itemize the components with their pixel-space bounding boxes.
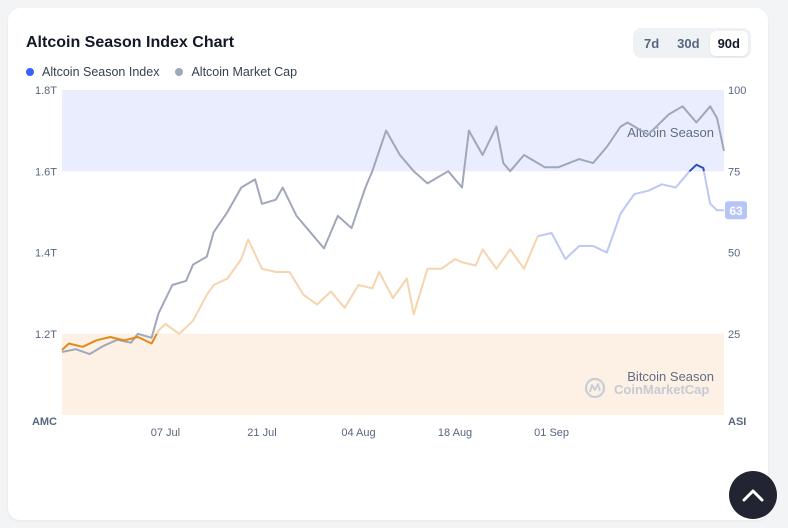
tab-7d[interactable]: 7d	[644, 35, 660, 51]
watermark-text: CoinMarketCap	[614, 382, 709, 397]
left-axis-tick: 1.4T	[35, 248, 57, 260]
series-altcoin-market-cap	[61, 105, 725, 356]
legend-label-market-cap: Altcoin Market Cap	[191, 65, 298, 79]
legend-dot-index	[26, 68, 34, 76]
x-axis-tick: 07 Jul	[151, 427, 180, 439]
right-axis-label: ASI	[728, 416, 746, 428]
right-axis-tick: 75	[728, 166, 740, 178]
zone-label-altcoin-season: Altcoin Season	[627, 125, 714, 140]
x-axis-tick: 04 Aug	[341, 427, 375, 439]
season-index-line-segment	[688, 163, 705, 173]
current-value-badge-bg	[725, 201, 747, 220]
left-axis-tick: 1.6T	[35, 166, 57, 178]
right-axis-tick: 25	[728, 329, 740, 341]
coinmarketcap-logo-icon	[584, 377, 606, 399]
legend-item-altcoin-market-cap[interactable]: Altcoin Market Cap	[175, 65, 297, 79]
season-index-line-segment	[155, 235, 539, 335]
left-axis-tick: 1.8T	[35, 85, 57, 97]
scroll-to-top-button[interactable]	[729, 471, 777, 519]
left-axis-tick: 1.2T	[35, 329, 57, 341]
series-altcoin-season-index	[61, 163, 724, 351]
right-axis-tick: 50	[728, 248, 740, 260]
tab-90d[interactable]: 90d	[709, 30, 748, 56]
legend-item-altcoin-season-index[interactable]: Altcoin Season Index	[26, 65, 159, 79]
legend-dot-market-cap	[175, 68, 184, 76]
zone-label-bitcoin-season: Bitcoin Season	[627, 369, 714, 384]
current-value-badge: 63	[725, 201, 747, 220]
season-index-line-segment	[61, 333, 158, 351]
range-tabs: 7d 30d 90d	[633, 28, 751, 58]
zone-altcoin-season	[62, 90, 724, 172]
chart-legend: Altcoin Season Index Altcoin Market Cap	[26, 65, 297, 79]
x-axis-tick: 18 Aug	[438, 427, 472, 439]
zone-bitcoin-season	[62, 333, 724, 415]
season-index-line-segment	[702, 171, 724, 212]
chevron-up-icon	[742, 489, 764, 502]
season-index-line-segment	[537, 170, 691, 260]
coinmarketcap-watermark: CoinMarketCap	[584, 377, 709, 399]
market-cap-line	[61, 105, 725, 356]
chart-title: Altcoin Season Index Chart	[26, 34, 235, 51]
x-axis-tick: 21 Jul	[247, 427, 276, 439]
current-value-badge-text: 63	[729, 204, 743, 218]
right-axis-tick: 100	[728, 85, 746, 97]
left-axis-label: AMC	[32, 416, 57, 428]
tab-30d[interactable]: 30d	[677, 35, 700, 51]
x-axis-tick: 01 Sep	[534, 427, 569, 439]
legend-label-index: Altcoin Season Index	[42, 65, 160, 79]
